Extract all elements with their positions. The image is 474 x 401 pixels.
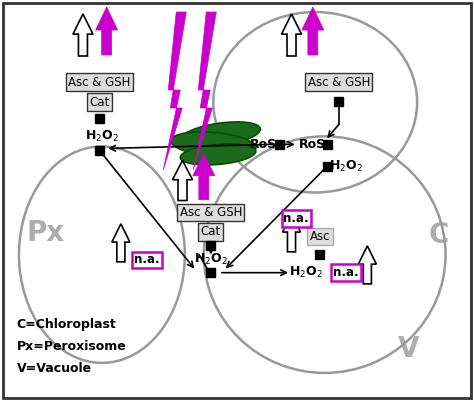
Text: n.a.: n.a. (333, 266, 359, 279)
Ellipse shape (180, 144, 256, 165)
Text: H$_2$O$_2$: H$_2$O$_2$ (329, 159, 363, 174)
Bar (95, 114, 104, 123)
Text: H$_2$O$_2$: H$_2$O$_2$ (85, 129, 119, 144)
Text: Asc: Asc (310, 230, 330, 243)
Polygon shape (358, 246, 376, 284)
Polygon shape (283, 214, 301, 252)
Bar (335, 97, 343, 106)
Ellipse shape (171, 132, 256, 157)
Bar (316, 250, 324, 259)
Polygon shape (173, 160, 192, 200)
Text: Asc & GSH: Asc & GSH (308, 76, 370, 89)
Text: Px: Px (26, 219, 64, 247)
Text: n.a.: n.a. (283, 212, 309, 225)
Polygon shape (282, 14, 301, 56)
Bar (323, 162, 331, 171)
Polygon shape (73, 14, 93, 56)
Text: Px=Peroxisome: Px=Peroxisome (17, 340, 127, 353)
Bar (207, 268, 215, 277)
Polygon shape (112, 224, 130, 262)
Text: C=Chloroplast: C=Chloroplast (17, 318, 116, 331)
Text: Asc & GSH: Asc & GSH (180, 206, 242, 219)
Bar (207, 241, 215, 250)
Text: H$_2$O$_2$: H$_2$O$_2$ (289, 265, 323, 280)
Text: Cat: Cat (201, 225, 221, 238)
Text: V: V (398, 335, 419, 363)
Text: V=Vacuole: V=Vacuole (17, 363, 91, 375)
Bar (275, 140, 284, 149)
Bar (95, 146, 104, 155)
Text: Cat: Cat (90, 96, 109, 109)
Polygon shape (302, 7, 324, 55)
Text: RoS: RoS (299, 138, 327, 151)
Text: n.a.: n.a. (134, 253, 160, 266)
Polygon shape (193, 12, 216, 170)
Ellipse shape (181, 122, 260, 147)
Polygon shape (163, 12, 186, 170)
Text: RoS: RoS (249, 138, 277, 151)
Text: C: C (429, 221, 449, 249)
Text: Asc & GSH: Asc & GSH (68, 76, 131, 89)
Polygon shape (193, 154, 215, 200)
Polygon shape (96, 7, 118, 55)
Bar (323, 140, 331, 149)
Text: H$_2$O$_2$: H$_2$O$_2$ (194, 252, 228, 267)
